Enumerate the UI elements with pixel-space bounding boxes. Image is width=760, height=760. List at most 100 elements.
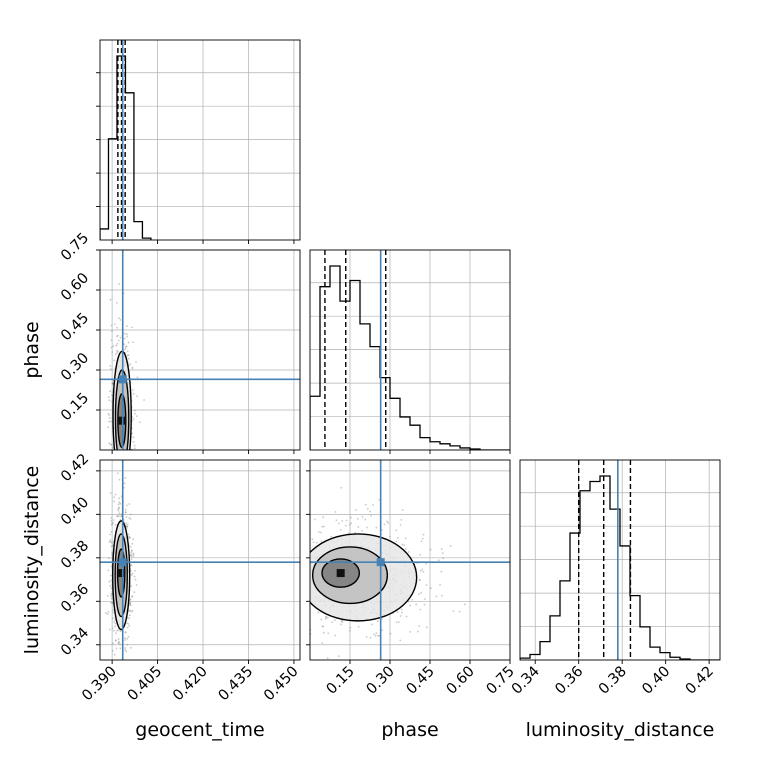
panel-dist-vs-time-point bbox=[110, 517, 113, 519]
panel-dist-vs-phase-point bbox=[439, 584, 441, 586]
panel-phase-vs-time-peak bbox=[117, 416, 126, 425]
panel-dist-vs-phase-point bbox=[417, 593, 420, 596]
panel-dist-vs-phase-point bbox=[288, 542, 290, 544]
xtick-geocent-time-ticklabel-2: 0.420 bbox=[170, 664, 211, 705]
panel-phase-vs-time-point bbox=[119, 456, 121, 458]
panel-phase-vs-time-point bbox=[124, 345, 127, 348]
panel-dist-vs-time-point bbox=[118, 507, 120, 510]
panel-phase-vs-time-point bbox=[108, 442, 111, 445]
panel-phase-vs-time-point bbox=[128, 469, 130, 471]
panel-dist-vs-phase-point bbox=[325, 616, 327, 619]
panel-phase-vs-time-point bbox=[128, 454, 130, 456]
panel-dist-vs-time-point bbox=[129, 609, 132, 612]
panel-dist-vs-phase-point bbox=[350, 516, 352, 519]
panel-phase-vs-time-point bbox=[110, 420, 112, 423]
panel-phase-vs-time-point bbox=[119, 336, 122, 339]
panel-dist-vs-time-point bbox=[117, 629, 120, 631]
panel-dist-vs-time-point bbox=[131, 549, 133, 552]
panel-dist-vs-phase-point bbox=[321, 625, 324, 628]
panel-dist-vs-time-point bbox=[134, 569, 137, 572]
panel-phase-vs-time-point bbox=[115, 349, 118, 352]
panel-dist-vs-phase-point bbox=[409, 630, 412, 633]
ytick-phase-ticklabel-1: 0.30 bbox=[58, 350, 92, 384]
panel-dist-vs-time-point bbox=[124, 508, 127, 511]
panel-dist-vs-phase-point bbox=[429, 587, 432, 590]
panel-dist-vs-time-point bbox=[128, 503, 131, 505]
panel-dist-vs-phase-point bbox=[409, 604, 411, 607]
panel-phase-vs-time-point bbox=[115, 456, 117, 458]
panel-dist-vs-time-point bbox=[109, 574, 112, 577]
panel-phase-vs-time-point bbox=[107, 396, 110, 399]
panel-phase-vs-time-point bbox=[115, 344, 118, 347]
panel-phase-vs-time-point bbox=[128, 364, 130, 367]
panel-dist-vs-time-point bbox=[131, 552, 134, 555]
panel-dist-vs-time-point bbox=[127, 535, 130, 538]
panel-phase-vs-time-point bbox=[131, 491, 133, 493]
panel-phase-vs-time-group bbox=[97, 250, 300, 513]
panel-dist-vs-phase-point bbox=[369, 636, 372, 639]
panel-phase-vs-time-point bbox=[124, 479, 126, 481]
panel-phase-vs-time-point bbox=[117, 467, 119, 469]
panel-dist-vs-time-point bbox=[113, 496, 115, 499]
panel-dist-vs-phase-point bbox=[440, 570, 443, 573]
panel-phase-vs-time-point bbox=[125, 480, 127, 482]
panel-dist-vs-time-point bbox=[130, 564, 133, 567]
ytick-luminosity-distance-ticklabel-1: 0.36 bbox=[58, 581, 92, 615]
panel-phase-vs-time-point bbox=[116, 499, 118, 501]
panel-dist-vs-time-point bbox=[133, 575, 136, 578]
panel-dist-vs-phase-point bbox=[282, 586, 284, 588]
panel-phase-vs-time-point bbox=[120, 498, 122, 500]
panel-dist-vs-time-point bbox=[125, 511, 127, 514]
panel-dist-vs-phase-point bbox=[366, 526, 368, 529]
hist-luminosity-distance-group bbox=[520, 460, 720, 660]
panel-phase-vs-time-point bbox=[122, 451, 124, 453]
panel-phase-vs-time-point bbox=[109, 364, 112, 367]
panel-phase-vs-time-point bbox=[117, 453, 119, 455]
panel-phase-vs-time-point bbox=[115, 456, 117, 458]
panel-phase-vs-time-point bbox=[120, 464, 122, 466]
panel-dist-vs-phase-point bbox=[302, 575, 304, 577]
panel-dist-vs-phase-point bbox=[302, 605, 304, 607]
xtick-phase-ticklabel-0: 0.15 bbox=[324, 664, 358, 698]
panel-dist-vs-phase-point bbox=[304, 524, 306, 526]
panel-phase-vs-time-point bbox=[132, 440, 135, 443]
panel-phase-vs-time-point bbox=[111, 330, 113, 333]
panel-phase-vs-time-point bbox=[116, 326, 118, 329]
panel-dist-vs-phase-point bbox=[452, 610, 455, 613]
panel-phase-vs-time-point bbox=[116, 491, 118, 493]
panel-phase-vs-time-point bbox=[110, 346, 113, 349]
panel-dist-vs-time-point bbox=[117, 638, 120, 640]
panel-phase-vs-time-point bbox=[123, 332, 126, 335]
panel-phase-vs-time-point bbox=[111, 382, 114, 385]
panel-phase-vs-time-point bbox=[132, 436, 135, 439]
panel-phase-vs-time-point bbox=[97, 511, 99, 513]
panel-dist-vs-phase-point bbox=[322, 516, 325, 519]
panel-dist-vs-phase-point bbox=[301, 552, 303, 554]
panel-dist-vs-time-point bbox=[110, 597, 113, 600]
xtick-phase-ticklabel-2: 0.45 bbox=[404, 664, 438, 698]
panel-phase-vs-time-point bbox=[117, 339, 120, 342]
panel-phase-vs-time-point bbox=[116, 352, 118, 354]
panel-dist-vs-phase-point bbox=[282, 543, 284, 545]
panel-dist-vs-phase-point bbox=[350, 522, 353, 525]
panel-dist-vs-phase-point bbox=[366, 507, 369, 510]
panel-phase-vs-time-point bbox=[118, 491, 120, 493]
panel-dist-vs-phase-point bbox=[383, 523, 386, 526]
panel-dist-vs-time-point bbox=[112, 609, 115, 611]
panel-dist-vs-time-point bbox=[108, 540, 111, 543]
panel-dist-vs-time-point bbox=[134, 578, 137, 581]
panel-phase-vs-time-frame bbox=[99, 249, 301, 451]
panel-dist-vs-time-point bbox=[111, 541, 113, 544]
panel-dist-vs-phase-point bbox=[296, 595, 298, 597]
panel-phase-vs-time-point bbox=[133, 444, 136, 447]
panel-dist-vs-phase-point bbox=[422, 570, 425, 573]
panel-phase-vs-time-point bbox=[131, 453, 133, 455]
panel-dist-vs-phase-point bbox=[303, 611, 305, 613]
panel-dist-vs-phase-point bbox=[403, 544, 406, 547]
ytick-luminosity-distance-ticklabel-3: 0.40 bbox=[58, 494, 92, 528]
panel-dist-vs-phase-point bbox=[287, 594, 289, 596]
panel-phase-vs-time-point bbox=[127, 463, 129, 465]
panel-phase-vs-time-point bbox=[131, 432, 134, 435]
panel-phase-vs-time-point bbox=[133, 478, 135, 480]
panel-dist-vs-time-point bbox=[126, 643, 129, 646]
